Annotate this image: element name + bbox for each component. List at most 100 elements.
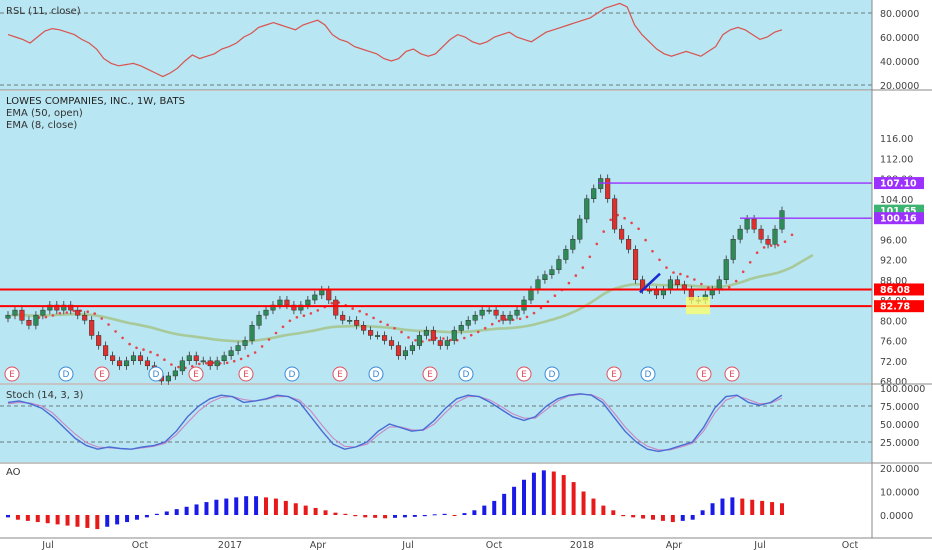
candle-body[interactable] [221, 355, 227, 361]
candle-body[interactable] [96, 335, 102, 346]
event-marker[interactable] [58, 366, 74, 382]
candle-body[interactable] [758, 228, 764, 240]
candle-body[interactable] [507, 314, 513, 321]
candle-body[interactable] [744, 218, 750, 230]
candle-body[interactable] [144, 360, 151, 367]
candle-body[interactable] [68, 304, 74, 311]
event-marker[interactable] [148, 366, 164, 382]
candle-body[interactable] [312, 294, 318, 301]
candle-body[interactable] [361, 325, 367, 331]
candle-body[interactable] [40, 309, 46, 316]
candle-body[interactable] [270, 304, 276, 311]
candle-body[interactable] [26, 320, 32, 326]
candle-body[interactable] [563, 249, 569, 260]
candle-body[interactable] [5, 314, 11, 319]
candle-body[interactable] [214, 360, 220, 367]
candle-body[interactable] [326, 289, 332, 301]
candle-body[interactable] [779, 210, 785, 230]
candle-body[interactable] [61, 304, 67, 311]
candle-body[interactable] [137, 355, 144, 361]
event-marker[interactable] [188, 366, 204, 382]
candle-body[interactable] [368, 330, 374, 336]
candle-body[interactable] [354, 320, 360, 326]
candle-body[interactable] [626, 239, 632, 250]
candle-body[interactable] [430, 330, 436, 341]
event-marker[interactable] [724, 366, 740, 382]
candle-body[interactable] [277, 299, 283, 306]
candle-body[interactable] [19, 309, 25, 321]
candle-body[interactable] [179, 360, 185, 372]
candle-body[interactable] [556, 259, 562, 270]
candle-body[interactable] [514, 309, 520, 316]
candle-body[interactable] [110, 355, 116, 361]
candle-body[interactable] [256, 314, 262, 326]
candle-body[interactable] [172, 370, 178, 377]
event-marker[interactable] [458, 366, 474, 382]
candle-body[interactable] [186, 355, 192, 361]
candle-body[interactable] [416, 335, 422, 346]
candle-body[interactable] [423, 330, 429, 336]
candle-body[interactable] [535, 279, 541, 291]
candle-body[interactable] [730, 239, 736, 260]
candle-body[interactable] [340, 314, 346, 321]
ao-panel[interactable]: 20.0000 10.0000 0.0000 [0, 464, 919, 538]
price-panel[interactable]: 116.00112.00108.00104.0096.0092.0088.008… [0, 91, 932, 388]
candle-body[interactable] [12, 309, 18, 316]
candle-body[interactable] [751, 218, 757, 230]
candle-body[interactable] [451, 330, 457, 341]
candle-body[interactable] [667, 279, 673, 291]
candle-body[interactable] [723, 259, 729, 280]
event-marker[interactable] [4, 366, 20, 382]
candle-body[interactable] [577, 218, 583, 240]
event-marker[interactable] [422, 366, 438, 382]
candle-body[interactable] [493, 309, 499, 316]
event-marker[interactable] [606, 366, 622, 382]
candle-body[interactable] [591, 188, 597, 199]
candle-body[interactable] [89, 320, 95, 336]
candle-body[interactable] [653, 289, 660, 296]
candle-body[interactable] [375, 335, 381, 337]
candle-body[interactable] [284, 299, 290, 306]
candle-body[interactable] [193, 355, 199, 361]
candle-body[interactable] [103, 345, 109, 356]
candle-body[interactable] [458, 325, 464, 331]
candle-body[interactable] [521, 299, 527, 311]
candle-body[interactable] [479, 309, 485, 316]
event-marker[interactable] [368, 366, 384, 382]
candle-body[interactable] [381, 335, 388, 341]
candle-body[interactable] [528, 289, 534, 301]
candle-body[interactable] [716, 279, 722, 291]
candle-body[interactable] [130, 355, 137, 361]
candle-body[interactable] [765, 239, 771, 245]
candle-body[interactable] [319, 289, 325, 296]
rsl-panel[interactable]: 80.0000 60.0000 40.0000 20.0000 [0, 0, 932, 92]
candle-body[interactable] [402, 350, 409, 356]
candle-body[interactable] [347, 320, 353, 322]
candle-body[interactable] [437, 340, 443, 346]
candle-body[interactable] [709, 289, 715, 296]
candle-body[interactable] [772, 228, 778, 245]
candle-body[interactable] [465, 320, 471, 326]
candle-body[interactable] [388, 340, 395, 346]
event-marker[interactable] [696, 366, 712, 382]
candle-body[interactable] [249, 325, 255, 341]
candle-body[interactable] [542, 274, 548, 280]
candle-body[interactable] [47, 304, 53, 311]
candle-body[interactable] [612, 198, 618, 230]
candle-body[interactable] [123, 360, 130, 367]
candle-body[interactable] [395, 345, 402, 356]
event-marker[interactable] [284, 366, 300, 382]
candle-body[interactable] [235, 345, 241, 351]
candle-body[interactable] [660, 289, 667, 296]
candle-body[interactable] [207, 360, 213, 367]
candle-body[interactable] [737, 228, 743, 240]
candle-body[interactable] [117, 360, 123, 367]
candle-body[interactable] [549, 269, 555, 275]
event-marker[interactable] [238, 366, 254, 382]
event-marker[interactable] [332, 366, 348, 382]
candle-body[interactable] [75, 309, 81, 316]
candle-body[interactable] [486, 309, 492, 312]
candle-body[interactable] [165, 375, 171, 382]
candle-body[interactable] [54, 304, 60, 311]
